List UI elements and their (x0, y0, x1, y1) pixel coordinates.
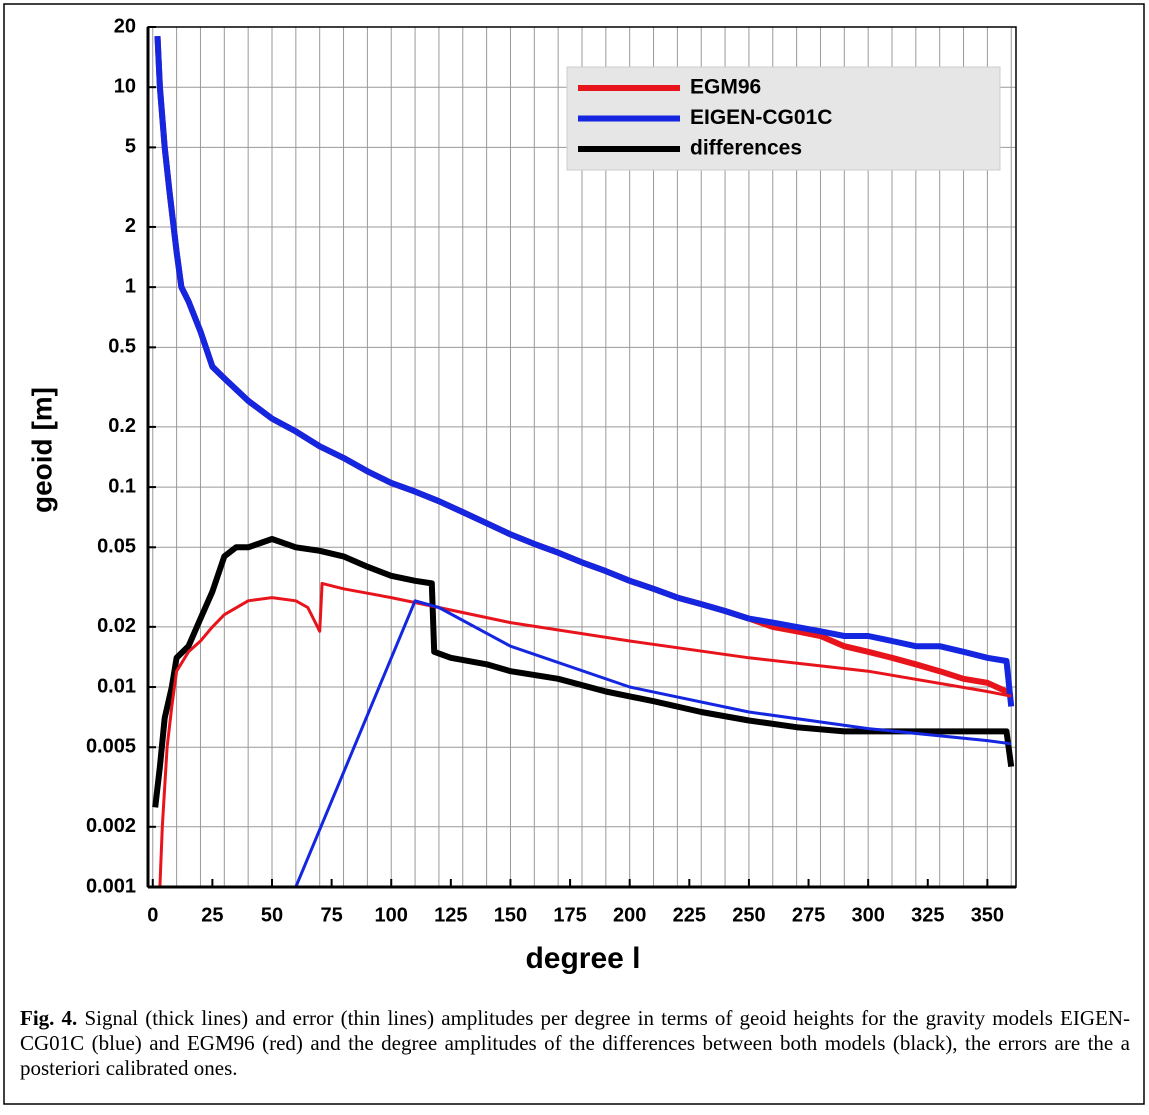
x-axis-label: degree l (525, 942, 640, 975)
x-tick-label: 125 (434, 904, 467, 926)
data-line (158, 581, 1012, 887)
y-tick-label: 0.2 (108, 415, 136, 437)
y-tick-label: 0.005 (86, 736, 136, 758)
caption-text: Signal (thick lines) and error (thin lin… (20, 1006, 1130, 1080)
x-tick-label: 250 (732, 904, 765, 926)
y-tick-label: 0.01 (97, 675, 136, 697)
y-tick-label: 0.002 (86, 815, 136, 837)
x-tick-label: 50 (261, 904, 283, 926)
y-tick-label: 10 (114, 75, 136, 97)
y-tick-label: 0.5 (108, 336, 136, 358)
legend-label: EIGEN-CG01C (690, 106, 832, 129)
x-tick-label: 75 (320, 904, 342, 926)
y-axis-label: geoid [m] (26, 387, 57, 513)
x-tick-label: 350 (971, 904, 1004, 926)
axes: 0.0010.0020.0050.010.020.050.10.20.51251… (86, 15, 1017, 926)
x-tick-label: 175 (553, 904, 586, 926)
x-tick-label: 100 (375, 904, 408, 926)
caption: Fig. 4. Signal (thick lines) and error (… (20, 1006, 1130, 1081)
x-tick-label: 0 (147, 904, 158, 926)
data-line (294, 599, 1012, 887)
data-line (154, 35, 1015, 707)
y-tick-label: 0.02 (97, 615, 136, 637)
x-tick-label: 275 (792, 904, 825, 926)
y-tick-label: 20 (114, 15, 136, 37)
legend-label: EGM96 (690, 76, 761, 99)
x-tick-label: 150 (494, 904, 527, 926)
plot-lines (152, 35, 1015, 887)
data-line (152, 536, 1015, 808)
x-tick-label: 325 (911, 904, 944, 926)
y-tick-label: 2 (125, 215, 136, 237)
y-tick-label: 0.001 (86, 875, 136, 897)
x-tick-label: 225 (673, 904, 706, 926)
y-tick-label: 0.05 (97, 536, 136, 558)
legend-label: differences (690, 137, 802, 160)
caption-label: Fig. 4. (20, 1006, 78, 1030)
y-tick-label: 5 (125, 136, 136, 158)
x-tick-label: 300 (851, 904, 884, 926)
x-tick-label: 200 (613, 904, 646, 926)
figure-border (3, 3, 1145, 1105)
y-tick-label: 0.1 (108, 475, 136, 497)
y-tick-label: 1 (125, 275, 136, 297)
x-tick-label: 25 (201, 904, 223, 926)
